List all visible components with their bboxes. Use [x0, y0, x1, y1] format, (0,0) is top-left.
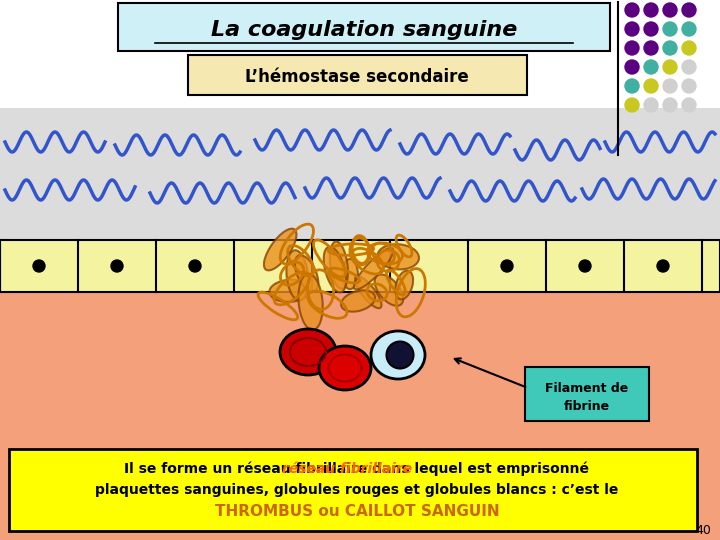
Circle shape [682, 3, 696, 17]
Circle shape [644, 60, 658, 74]
Text: Il se forme un réseau fibrillaire dans lequel est emprisonné: Il se forme un réseau fibrillaire dans l… [125, 462, 590, 476]
Ellipse shape [342, 259, 358, 289]
Circle shape [625, 41, 639, 55]
Circle shape [644, 41, 658, 55]
FancyBboxPatch shape [9, 449, 697, 531]
Ellipse shape [355, 276, 382, 308]
Bar [0, 108, 720, 240]
Ellipse shape [330, 241, 348, 289]
Circle shape [625, 79, 639, 93]
Circle shape [657, 260, 669, 272]
Ellipse shape [287, 250, 308, 301]
Ellipse shape [319, 346, 371, 390]
Ellipse shape [341, 291, 375, 312]
Circle shape [644, 22, 658, 36]
Ellipse shape [264, 228, 297, 271]
Text: L’hémostase secondaire: L’hémostase secondaire [245, 68, 469, 86]
Circle shape [663, 79, 677, 93]
Circle shape [625, 60, 639, 74]
Circle shape [33, 260, 45, 272]
Text: fibrine: fibrine [564, 400, 610, 413]
Ellipse shape [371, 331, 425, 379]
Circle shape [663, 60, 677, 74]
Text: Filament de: Filament de [545, 382, 629, 395]
FancyBboxPatch shape [525, 367, 649, 421]
Ellipse shape [377, 244, 419, 269]
Circle shape [682, 22, 696, 36]
Circle shape [625, 3, 639, 17]
Text: plaquettes sanguines, globules rouges et globules blancs : c’est le: plaquettes sanguines, globules rouges et… [95, 483, 618, 497]
Circle shape [111, 260, 123, 272]
FancyBboxPatch shape [118, 3, 610, 51]
Ellipse shape [395, 271, 413, 299]
Circle shape [579, 260, 591, 272]
Circle shape [644, 3, 658, 17]
Circle shape [189, 260, 201, 272]
Circle shape [682, 60, 696, 74]
Circle shape [663, 98, 677, 112]
Circle shape [501, 260, 513, 272]
Ellipse shape [324, 247, 346, 293]
Circle shape [682, 41, 696, 55]
Ellipse shape [387, 341, 413, 368]
Ellipse shape [269, 280, 310, 302]
Ellipse shape [295, 255, 318, 292]
Circle shape [625, 98, 639, 112]
Circle shape [663, 3, 677, 17]
Text: THROMBUS ou CAILLOT SANGUIN: THROMBUS ou CAILLOT SANGUIN [215, 504, 499, 519]
Circle shape [644, 98, 658, 112]
Circle shape [644, 79, 658, 93]
Circle shape [682, 79, 696, 93]
Text: 40: 40 [695, 523, 711, 537]
Circle shape [663, 22, 677, 36]
Bar [0, 240, 720, 292]
FancyBboxPatch shape [188, 55, 527, 95]
Circle shape [663, 41, 677, 55]
Ellipse shape [280, 329, 336, 375]
Text: La coagulation sanguine: La coagulation sanguine [211, 20, 517, 40]
Text: réseau fibrillaire: réseau fibrillaire [282, 462, 412, 476]
Ellipse shape [354, 248, 393, 289]
Circle shape [625, 22, 639, 36]
Ellipse shape [374, 274, 403, 306]
Bar [0, 292, 720, 540]
Circle shape [682, 98, 696, 112]
Ellipse shape [298, 274, 323, 330]
